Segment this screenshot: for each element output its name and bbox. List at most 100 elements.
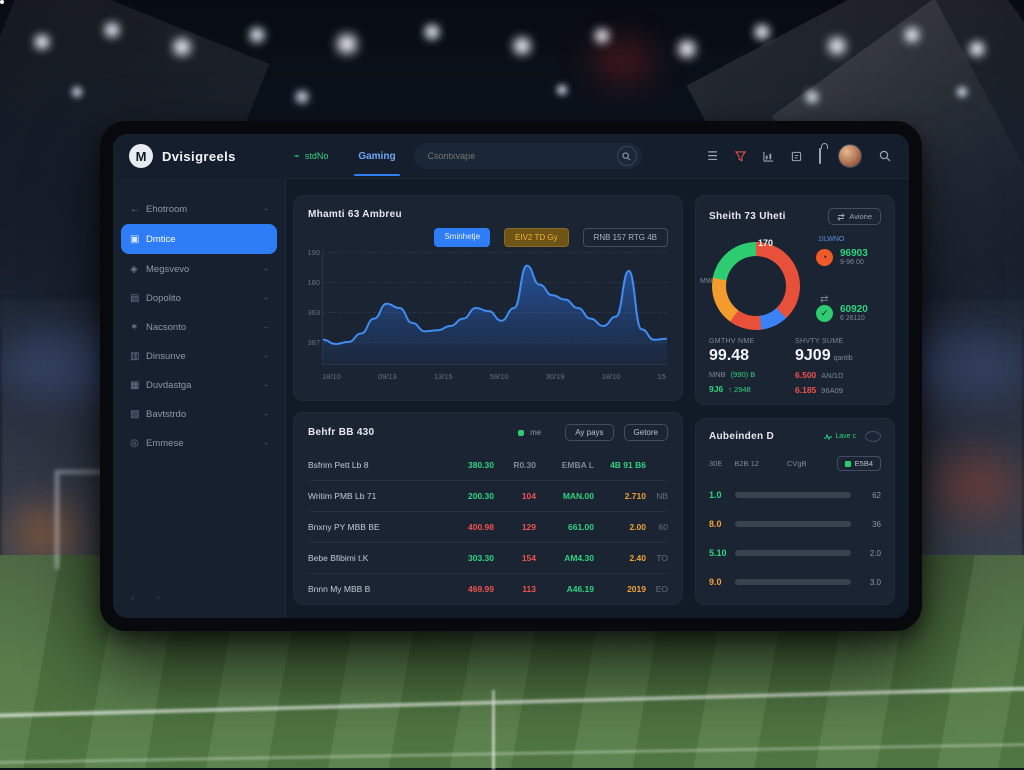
side-stat-value: 60920 xyxy=(840,304,868,315)
stat-sub: 9J6 xyxy=(709,384,724,394)
filter-icon[interactable] xyxy=(735,150,746,162)
progress-track xyxy=(735,521,851,527)
oval-icon[interactable] xyxy=(865,431,881,442)
progress-right-value: 62 xyxy=(872,490,881,500)
stat-sub: 6.500 xyxy=(795,370,817,380)
row-name: Bnnn My MBB B xyxy=(308,584,371,594)
table-header: Behfr BB 430 me Ay pays Getore xyxy=(308,424,668,441)
table-filter-button-1[interactable]: Ay pays xyxy=(565,424,614,441)
table-filter-button-2[interactable]: Getore xyxy=(623,424,668,441)
swap-icon xyxy=(837,213,846,221)
progress-row[interactable]: 1.0 62 xyxy=(709,490,881,500)
row-suffix: NB xyxy=(656,491,668,501)
progress-track xyxy=(735,579,851,585)
progress-action-button[interactable]: E5B4 xyxy=(836,456,881,471)
sidebar-item-label: Dopolito xyxy=(146,292,181,304)
search-icon-secondary[interactable] xyxy=(879,150,891,162)
search-bar[interactable] xyxy=(413,143,642,169)
table-row[interactable]: Bebe Bfibimi t.K 303.30 154 AM4.30 2.40 … xyxy=(308,542,668,573)
sidebar-item-nacsonto[interactable]: ✶ Nacsonto › xyxy=(121,313,277,341)
sidebar-item-emmese[interactable]: ◎ Emmese › xyxy=(121,429,277,457)
sidebar-item-ehotroom[interactable]: ← Ehotroom › xyxy=(121,195,277,223)
pulse-icon xyxy=(824,433,833,440)
tab-gaming[interactable]: Gaming xyxy=(354,137,400,176)
brand-logo[interactable]: M xyxy=(129,144,153,168)
donut-bottom-stats: GMTHV NME 99.48 MNB (990) B 9J6 ↑ 2948 S… xyxy=(709,338,881,395)
row-value-4: 2.40 xyxy=(629,553,646,563)
lock-icon[interactable] xyxy=(819,148,821,164)
collapse-icon[interactable]: ‹ xyxy=(131,593,135,604)
progress-card-title: Aubeinden D xyxy=(709,431,774,442)
sidebar-item-duvdastga[interactable]: ▦ Duvdastga › xyxy=(121,371,277,399)
progress-label: 1.0 xyxy=(709,490,722,500)
sidebar-item-dinsunve[interactable]: ▥ Dinsunve › xyxy=(121,342,277,370)
chevron-down-icon: › xyxy=(262,383,272,387)
chevron-down-icon: › xyxy=(262,412,272,416)
donut-card-title: Sheith 73 Uheti xyxy=(709,211,786,222)
row-value-3: 661.00 xyxy=(568,522,594,532)
y-axis-label: 180 xyxy=(307,278,320,287)
donut-note: 1ILWNO xyxy=(818,236,845,243)
menu-icon[interactable]: ☰ xyxy=(707,149,718,163)
row-value-2: R0.30 xyxy=(513,460,536,470)
row-value-2: 113 xyxy=(522,584,536,594)
row-value-2: 154 xyxy=(521,553,536,563)
progress-right-value: 2.0 xyxy=(869,548,881,558)
progress-right-value: 36 xyxy=(872,519,881,529)
folder-icon: ▤ xyxy=(130,292,140,304)
avatar[interactable] xyxy=(838,144,862,168)
row-name: Bnxny PY MBB BE xyxy=(308,522,380,532)
gridline xyxy=(323,312,667,313)
panel-icon[interactable]: ▫ xyxy=(156,593,160,604)
red-sign-blur xyxy=(595,48,650,74)
stats-icon[interactable] xyxy=(763,151,774,162)
x-axis-label: 09/13 xyxy=(377,372,397,381)
sidebar-item-megsvevo[interactable]: ◈ Megsvevo › xyxy=(121,255,277,283)
search-icon[interactable] xyxy=(616,146,637,166)
document-icon: ▦ xyxy=(130,379,140,391)
live-indicator: ⌁ stdNo xyxy=(294,151,329,162)
live-badge: Lave c xyxy=(824,433,856,441)
stat-sub: ↑ 2948 xyxy=(728,384,751,394)
dashboard-screen: M Dvisigreels ⌁ stdNo Gaming ☰ xyxy=(113,134,909,618)
area-chart-plot xyxy=(322,252,668,365)
sidebar-item-label: Dmtice xyxy=(146,233,176,245)
progress-row[interactable]: 9.0 3.0 xyxy=(709,577,881,587)
table-row[interactable]: Bnxny PY MBB BE 400.98 129 661.00 2.00 6… xyxy=(308,511,668,542)
live-label: stdNo xyxy=(304,151,329,161)
donut-card-header: Sheith 73 Uheti Avione xyxy=(709,208,881,225)
exchange-icon[interactable]: ⇄ xyxy=(820,294,829,305)
table-row[interactable]: Bnnn My MBB B 469.99 113 A46.19 2019 EO xyxy=(308,573,668,604)
row-name: Bsfrim Pett Lb 8 xyxy=(308,460,369,470)
progress-label: 8.0 xyxy=(709,519,722,529)
chart-filter-primary-button[interactable]: Sminhetje xyxy=(434,228,491,247)
x-axis-label: 18/10 xyxy=(601,372,621,381)
table-row[interactable]: Bsfrim Pett Lb 8 380.30 R0.30 EMBA L 4B … xyxy=(308,450,668,480)
dashboard-icon: ▣ xyxy=(130,233,140,245)
sidebar-item-bavtstrdo[interactable]: ▧ Bavtstrdo › xyxy=(121,400,277,428)
chevron-down-icon: › xyxy=(262,296,272,300)
notes-icon[interactable] xyxy=(791,151,802,162)
table-row[interactable]: Writim PMB Lb 71 200.30 104 MAN.00 2.710… xyxy=(308,480,668,511)
sidebar-item-dopolito[interactable]: ▤ Dopolito › xyxy=(121,284,277,312)
table-card-title: Behfr BB 430 xyxy=(308,427,375,438)
progress-track xyxy=(735,550,851,556)
chart-filter-outline-button[interactable]: RNB 157 RTG 4B xyxy=(582,228,668,247)
sidebar-item-dmtice-active[interactable]: ▣ Dmtice xyxy=(121,224,277,254)
diamond-icon: ◈ xyxy=(130,263,138,275)
progress-card-header: Aubeinden D Lave c xyxy=(709,431,881,442)
row-value-3: A46.19 xyxy=(566,584,594,594)
back-arrow-icon: ← xyxy=(130,203,140,215)
chart-filter-amber-button[interactable]: EIV2 TD Gy xyxy=(504,228,569,247)
x-axis-labels: 18/10 09/13 13/15 59/10 30/19 18/10 15 xyxy=(322,372,666,381)
gridline xyxy=(323,342,667,343)
row-suffix: EO xyxy=(655,584,668,594)
progress-row[interactable]: 8.0 36 xyxy=(709,519,881,529)
area-chart-svg xyxy=(322,264,668,364)
row-suffix: 60 xyxy=(658,522,668,532)
sidebar: ← Ehotroom › ▣ Dmtice ◈ Megsvevo › ▤ Dop… xyxy=(113,178,286,618)
donut-action-button[interactable]: Avione xyxy=(828,208,881,225)
progress-row[interactable]: 5.10 2.0 xyxy=(709,548,881,558)
chevron-down-icon: › xyxy=(262,325,272,329)
search-input[interactable] xyxy=(425,150,617,162)
